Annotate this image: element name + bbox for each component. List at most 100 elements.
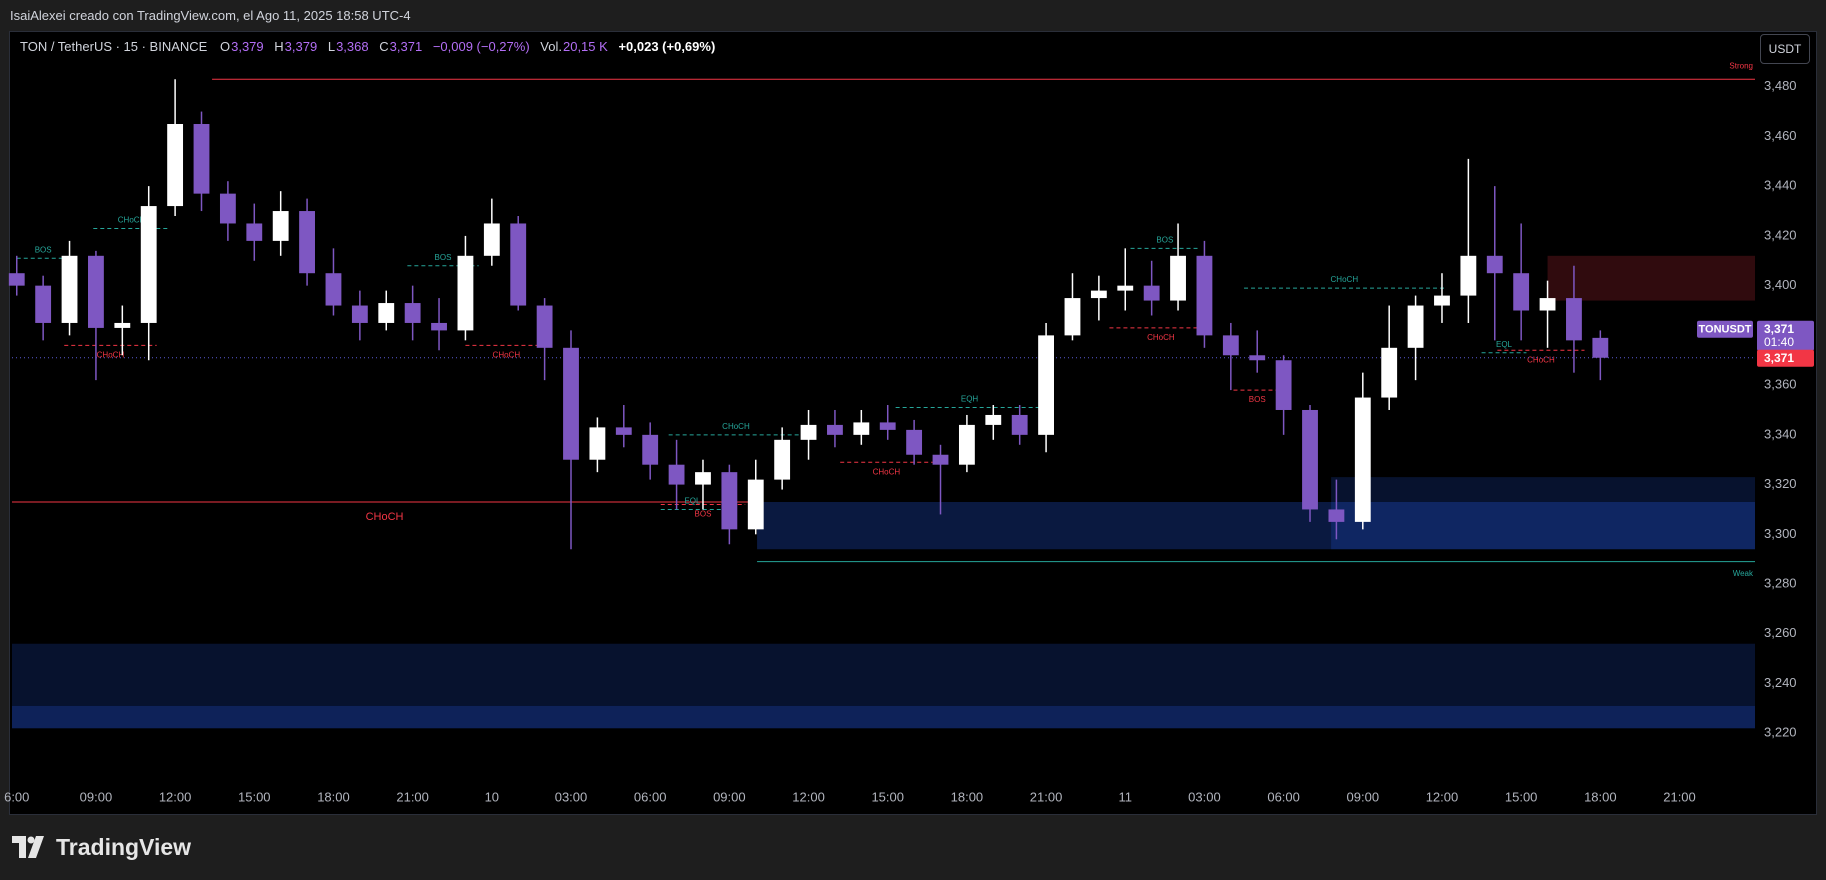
candle-body [431, 322, 447, 331]
y-tick-label: 3,300 [1764, 526, 1797, 541]
candle-body [1222, 335, 1239, 356]
candle-body [1170, 255, 1186, 301]
y-tick-label: 3,460 [1764, 128, 1797, 143]
structure-label: BOS [1249, 395, 1266, 404]
caption: IsaiAlexei creado con TradingView.com, e… [10, 8, 411, 23]
price-tag: 3,371 [1764, 322, 1794, 336]
close-label: C [379, 39, 389, 54]
candle-body [1513, 273, 1530, 311]
structure-label: CHoCH [493, 350, 521, 359]
candle-body [721, 472, 738, 530]
candle-body [1275, 360, 1292, 410]
candle-body [774, 439, 791, 480]
zone [1331, 477, 1755, 550]
candle-body [1354, 397, 1371, 522]
legend: TON / TetherUS · 15 · BINANCE O3,379 H3,… [20, 39, 716, 54]
candle-body [1090, 290, 1107, 299]
candle-body [958, 424, 975, 465]
candle-body [8, 273, 25, 286]
last-tag: 3,371 [1764, 351, 1794, 365]
candle-body [1143, 285, 1160, 301]
price-tag-bg [1757, 320, 1814, 351]
chart-frame [9, 31, 1817, 815]
candle-body [193, 124, 210, 194]
candle-body [827, 424, 843, 435]
volume-value: 20,15 K [562, 39, 608, 54]
x-tick-label: 03:00 [1188, 789, 1221, 804]
candle-body [563, 347, 579, 460]
session-change: +0,023 (+0,69%) [618, 39, 716, 54]
structure-label: CHoCH [873, 467, 901, 476]
symbol-tag: TONUSDT [1699, 324, 1752, 336]
candle-body [246, 223, 263, 241]
y-tick-label: 3,340 [1764, 426, 1797, 441]
y-tick-label: 3,280 [1764, 575, 1797, 590]
structure-label: EQL [1496, 340, 1513, 349]
candle-body [1064, 298, 1081, 336]
zone [757, 501, 1755, 550]
x-tick-label: 15:00 [238, 789, 271, 804]
last-tag-bg [1757, 349, 1814, 367]
structure-label: BOS [695, 510, 712, 519]
x-tick-label: 12:00 [159, 789, 192, 804]
candle-body [404, 303, 421, 323]
x-tick-label: 06:00 [634, 789, 667, 804]
candle-body [140, 206, 157, 323]
candle-body [510, 223, 527, 306]
structure-label: BOS [35, 245, 52, 254]
volume-label: Vol. [540, 39, 562, 54]
open-label: O [219, 39, 231, 54]
candle-body [589, 427, 606, 460]
low-label: L [327, 39, 336, 54]
candle-body [985, 414, 1002, 425]
zone [1547, 255, 1755, 301]
candle-body [536, 305, 553, 348]
y-tick-label: 3,400 [1764, 277, 1797, 292]
x-tick-label: 09:00 [713, 789, 746, 804]
symbol-tag-bg [1697, 320, 1753, 338]
y-tick-label: 3,240 [1764, 675, 1797, 690]
x-tick-label: 09:00 [1347, 789, 1380, 804]
candle-body [1592, 337, 1609, 358]
candle-body [1038, 335, 1054, 435]
structure-label: CHoCH [118, 216, 146, 225]
x-tick-label: 6:00 [4, 789, 29, 804]
x-tick-label: 15:00 [871, 789, 904, 804]
y-tick-label: 3,260 [1764, 625, 1797, 640]
structure-label: CHoCH [1527, 355, 1555, 364]
candle-body [1539, 298, 1556, 311]
structure-label: EQH [961, 395, 979, 404]
x-tick-label: 18:00 [951, 789, 984, 804]
open-value: 3,379 [231, 39, 264, 54]
x-tick-label: 15:00 [1505, 789, 1538, 804]
high-value: 3,379 [284, 39, 318, 54]
footer: TradingView [12, 832, 191, 862]
structure-label: EQL [684, 497, 701, 506]
candle-body [642, 434, 659, 465]
x-tick-label: 12:00 [792, 789, 825, 804]
x-tick-label: 12:00 [1426, 789, 1459, 804]
candle-body [88, 255, 104, 328]
candle-body [1011, 414, 1028, 435]
currency-button[interactable]: USDT [1760, 34, 1810, 64]
brand: TradingView [56, 833, 192, 860]
y-tick-label: 3,480 [1764, 78, 1797, 93]
zone [12, 643, 1755, 706]
structure-label: CHoCH [1331, 275, 1359, 284]
candle-body [35, 285, 52, 323]
x-tick-label: 10 [485, 789, 499, 804]
x-tick-label: 18:00 [1584, 789, 1617, 804]
x-tick-label: 09:00 [80, 789, 113, 804]
level-label: Weak [1733, 569, 1754, 578]
candle-body [747, 479, 764, 530]
high-label: H [274, 39, 284, 54]
candle-body [932, 454, 949, 465]
y-tick-label: 3,220 [1764, 725, 1797, 740]
candle-body [800, 424, 817, 440]
y-tick-label: 3,420 [1764, 227, 1797, 242]
candle-body [1434, 295, 1450, 306]
candle-body [1460, 255, 1477, 296]
candle-body [483, 223, 500, 256]
